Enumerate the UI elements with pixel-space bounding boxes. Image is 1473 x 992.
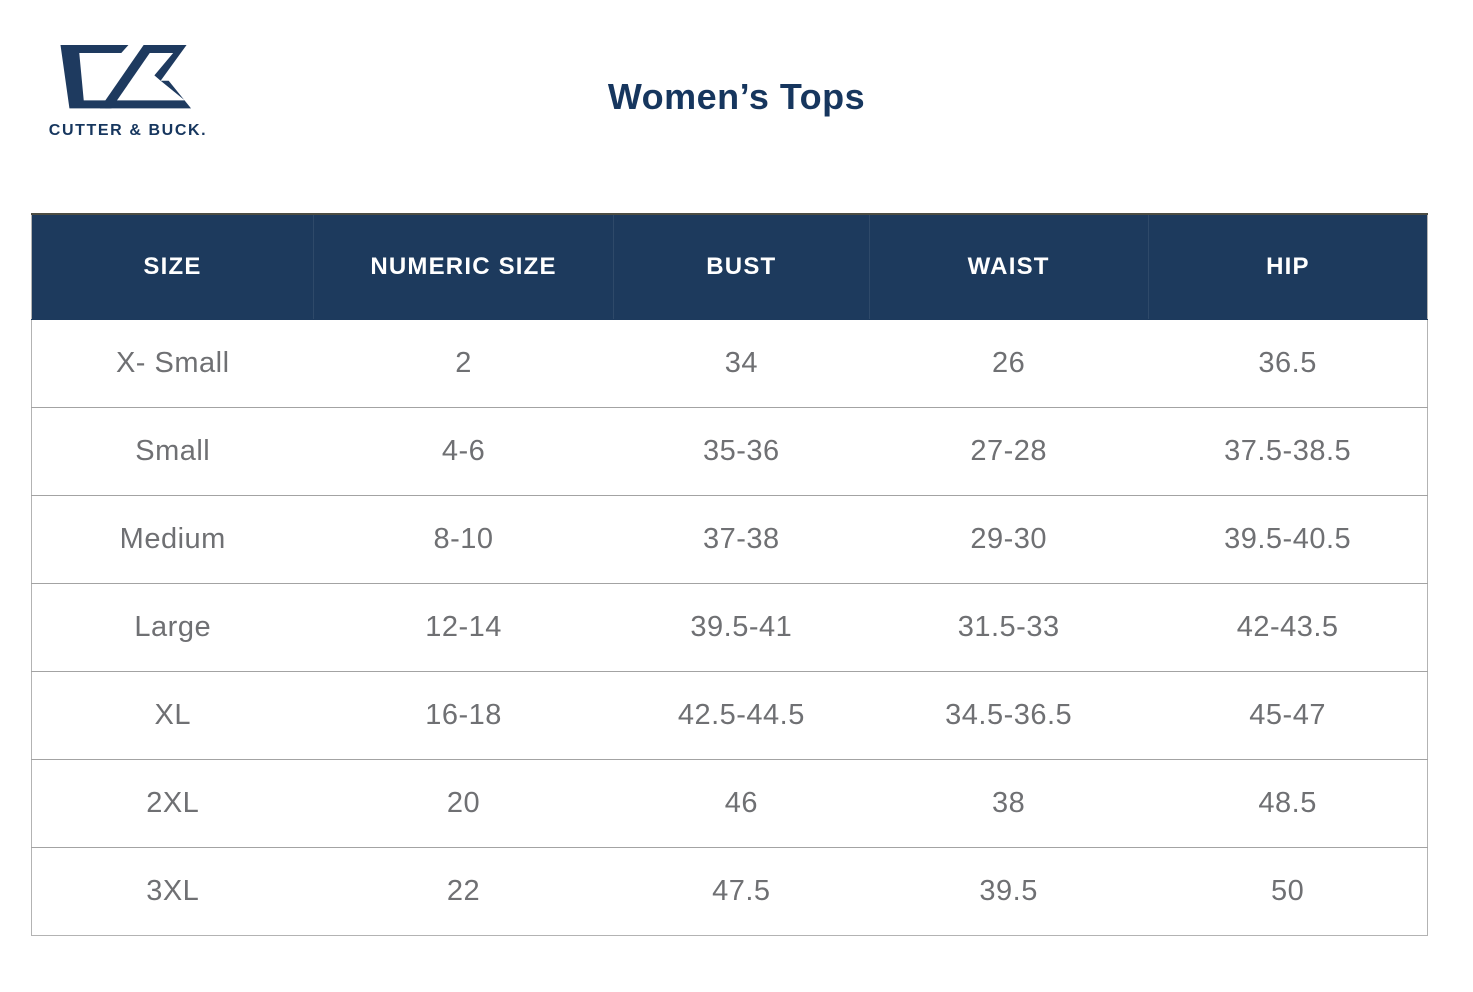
table-cell: 31.5-33 (869, 583, 1149, 672)
column-header-hip: HIP (1148, 213, 1428, 320)
table-cell: 39.5 (869, 847, 1149, 936)
table-cell: 3XL (31, 847, 314, 936)
column-header-numeric-size: NUMERIC SIZE (313, 213, 615, 320)
table-cell: 12-14 (313, 583, 614, 672)
table-row: Medium 8-10 37-38 29-30 39.5-40.5 (31, 495, 1428, 584)
brand-block: CUTTER & BUCK. (48, 36, 208, 140)
table-cell: 42.5-44.5 (613, 671, 870, 760)
table-cell: 2XL (31, 759, 314, 848)
table-cell: 4-6 (313, 407, 614, 496)
table-cell: 34.5-36.5 (869, 671, 1149, 760)
cutter-buck-logo-icon (60, 44, 192, 109)
table-row: 2XL 20 46 38 48.5 (31, 759, 1428, 848)
column-header-bust: BUST (613, 213, 870, 320)
table-cell: 8-10 (313, 495, 614, 584)
table-cell: 16-18 (313, 671, 614, 760)
table-cell: 50 (1148, 847, 1428, 936)
table-cell: 45-47 (1148, 671, 1428, 760)
page-title: Women’s Tops (607, 76, 866, 117)
table-cell: 37.5-38.5 (1148, 407, 1428, 496)
table-cell: XL (31, 671, 314, 760)
table-cell: 2 (313, 319, 614, 408)
table-cell: 36.5 (1148, 319, 1428, 408)
table-cell: X- Small (31, 319, 314, 408)
size-chart-table: SIZE NUMERIC SIZE BUST WAIST HIP X- Smal… (31, 213, 1428, 936)
table-row: X- Small 2 34 26 36.5 (31, 319, 1428, 408)
table-cell: 29-30 (869, 495, 1149, 584)
table-cell: Large (31, 583, 314, 672)
table-cell: 48.5 (1148, 759, 1428, 848)
table-row: 3XL 22 47.5 39.5 50 (31, 847, 1428, 936)
table-cell: 20 (313, 759, 614, 848)
table-cell: 26 (869, 319, 1149, 408)
table-cell: 39.5-40.5 (1148, 495, 1428, 584)
table-header-row: SIZE NUMERIC SIZE BUST WAIST HIP (31, 213, 1428, 320)
table-cell: 27-28 (869, 407, 1149, 496)
table-cell: 35-36 (613, 407, 870, 496)
table-body: X- Small 2 34 26 36.5 Small 4-6 35-36 27-28 37.5-… (31, 319, 1428, 936)
table-cell: 22 (313, 847, 614, 936)
column-header-waist: WAIST (869, 213, 1149, 320)
table-cell: 37-38 (613, 495, 870, 584)
table-cell: 42-43.5 (1148, 583, 1428, 672)
table-cell: 46 (613, 759, 870, 848)
table-cell: Small (31, 407, 314, 496)
size-chart-container: SIZE NUMERIC SIZE BUST WAIST HIP X- Smal… (31, 213, 1428, 936)
table-row: XL 16-18 42.5-44.5 34.5-36.5 45-47 (31, 671, 1428, 760)
table-cell: Medium (31, 495, 314, 584)
table-cell: 38 (869, 759, 1149, 848)
brand-name: CUTTER & BUCK. (48, 122, 208, 139)
column-header-size: SIZE (31, 213, 314, 320)
table-row: Large 12-14 39.5-41 31.5-33 42-43.5 (31, 583, 1428, 672)
table-cell: 34 (613, 319, 870, 408)
table-cell: 47.5 (613, 847, 870, 936)
table-cell: 39.5-41 (613, 583, 870, 672)
table-row: Small 4-6 35-36 27-28 37.5-38.5 (31, 407, 1428, 496)
